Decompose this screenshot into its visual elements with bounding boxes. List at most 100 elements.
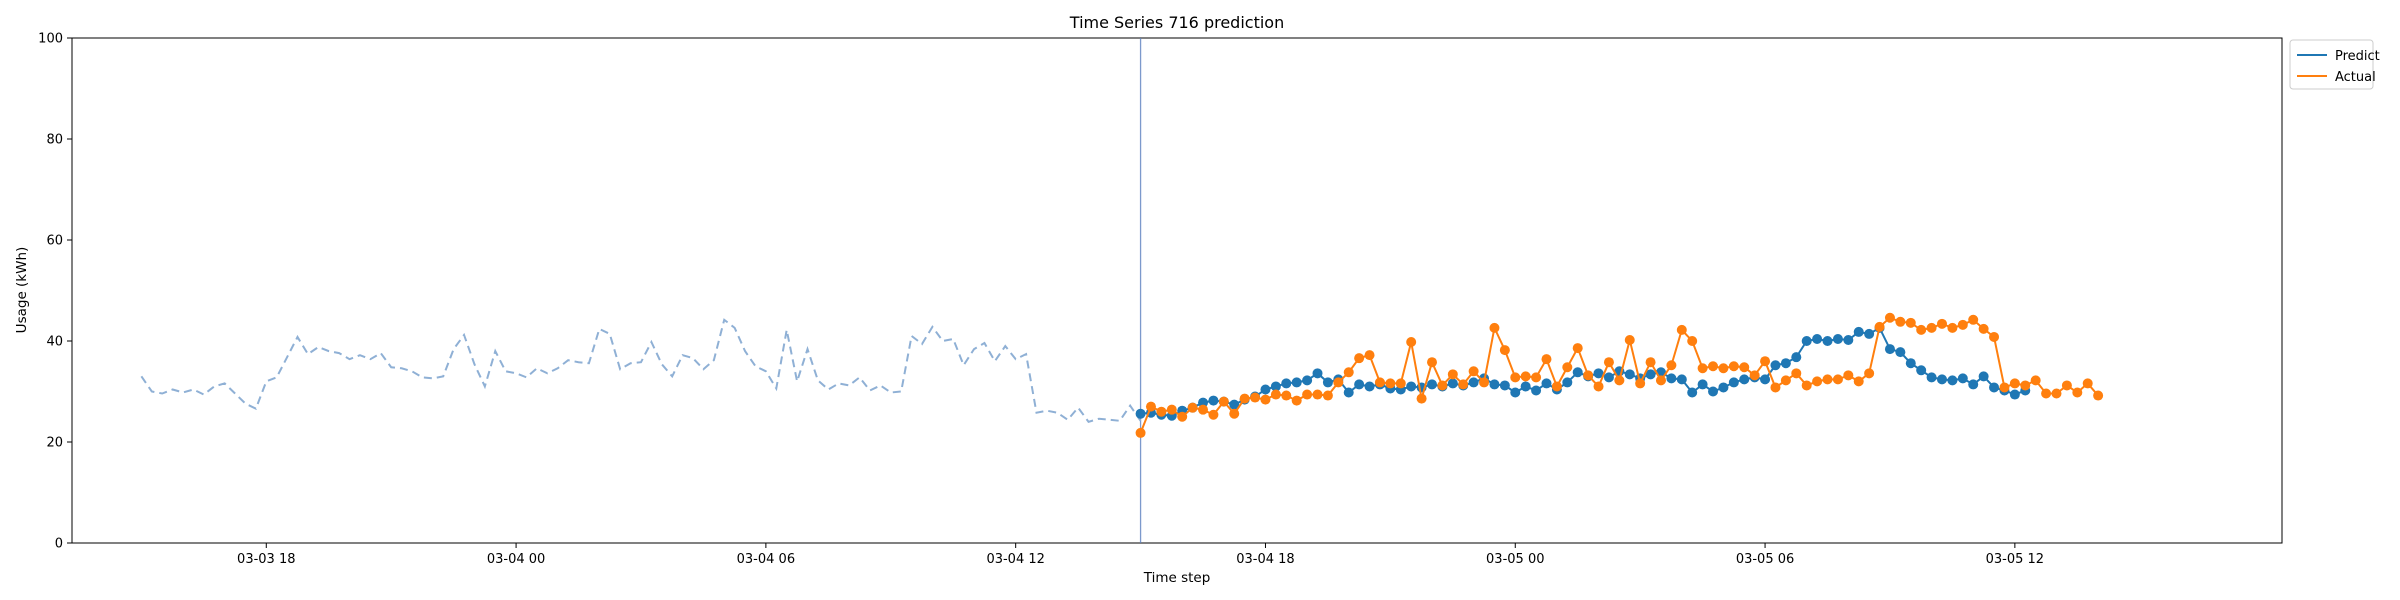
data-point-actual [1843,370,1854,381]
data-point-actual [1385,378,1396,389]
data-point-predict [1905,358,1916,369]
data-point-predict [1520,381,1531,392]
x-tick-label: 03-05 06 [1736,552,1794,567]
data-point-actual [1687,336,1698,346]
data-point-actual [1989,331,2000,342]
data-point-actual [1489,322,1500,333]
data-point-actual [1697,363,1708,374]
data-point-actual [1655,375,1666,386]
data-point-actual [1603,357,1614,368]
data-point-actual [1624,334,1635,345]
data-point-actual [2051,388,2062,399]
y-tick-label: 0 [55,537,63,552]
data-point-actual [1510,372,1521,383]
data-point-actual [1760,356,1771,367]
data-point-actual [1645,357,1656,368]
data-point-predict [1499,380,1510,391]
data-point-actual [1406,337,1417,348]
data-point-actual [2009,378,2020,389]
data-point-predict [1364,381,1375,392]
x-tick-label: 03-04 06 [737,552,795,567]
data-point-actual [2072,387,2083,398]
legend-label-predict: Predict [2335,49,2380,64]
data-point-actual [1728,361,1739,372]
data-point-actual [1541,354,1552,365]
data-point-actual [1916,324,1927,335]
data-point-predict [1135,408,1146,419]
data-point-predict [1895,347,1906,358]
y-tick-label: 100 [38,32,63,47]
data-point-actual [2093,390,2104,401]
data-point-predict [1322,377,1333,388]
x-tick-label: 03-04 12 [986,552,1044,567]
data-point-predict [1968,379,1979,390]
data-point-actual [1708,361,1719,372]
data-point-predict [1947,375,1958,386]
data-point-actual [1947,322,1958,333]
data-point-predict [1812,333,1823,344]
data-point-actual [1198,404,1209,415]
data-point-predict [1603,372,1614,383]
data-point-predict [1864,328,1875,339]
x-tick-label: 03-05 00 [1486,552,1544,567]
data-point-predict [1562,377,1573,388]
data-point-predict [1822,336,1833,346]
data-point-actual [1427,357,1437,368]
data-point-actual [1239,393,1250,404]
data-point-actual [1364,350,1375,361]
data-point-predict [1916,365,1927,376]
data-point-actual [1572,343,1583,354]
data-point-actual [1718,363,1729,374]
data-point-predict [1770,360,1781,371]
x-axis: 03-03 18 03-04 00 03-04 06 03-04 12 03-04 18… [237,543,2044,567]
data-point-predict [1801,336,1812,346]
data-point-predict [1291,377,1302,388]
data-point-actual [1145,401,1156,412]
data-point-predict [1687,387,1698,398]
data-point-predict [1760,374,1771,385]
data-point-actual [1749,370,1760,381]
data-point-predict [1624,369,1635,380]
data-point-actual [1458,379,1469,390]
chart-title: Time Series 716 prediction [1069,13,1284,32]
data-point-predict [1957,373,1968,384]
data-point-predict [1718,382,1729,393]
data-point-predict [1780,358,1791,369]
data-point-actual [1635,378,1646,389]
data-point-predict [1302,375,1313,386]
data-point-actual [1978,323,1989,334]
data-point-predict [1531,385,1542,396]
data-point-predict [1843,334,1854,345]
data-point-predict [1312,368,1323,379]
data-point-actual [2041,388,2052,399]
data-point-actual [1614,375,1625,386]
data-point-actual [1957,319,1968,330]
data-point-predict [1343,387,1354,398]
data-point-actual [1801,380,1812,391]
data-point-actual [2020,380,2031,391]
x-tick-label: 03-04 00 [487,552,545,567]
data-point-predict [1739,374,1750,385]
data-point-actual [1905,317,1916,328]
y-tick-label: 40 [46,335,63,350]
data-point-predict [1593,368,1604,379]
data-point-predict [1198,397,1209,408]
legend-label-actual: Actual [2335,70,2376,85]
plot-area [71,37,2283,544]
data-point-predict [1697,379,1708,390]
data-point-actual [1822,374,1833,385]
data-point-actual [1322,390,1333,401]
data-point-actual [1333,377,1344,388]
data-point-actual [1864,368,1875,379]
data-point-actual [1832,374,1843,385]
history-line [140,318,1142,423]
data-point-actual [1583,370,1594,381]
y-tick-label: 60 [46,234,63,249]
data-point-predict [1989,382,2000,393]
data-point-actual [1343,367,1354,378]
data-point-actual [1437,380,1448,391]
series-layer [140,312,2104,438]
data-point-actual [1291,395,1302,406]
x-tick-label: 03-05 12 [1986,552,2044,567]
